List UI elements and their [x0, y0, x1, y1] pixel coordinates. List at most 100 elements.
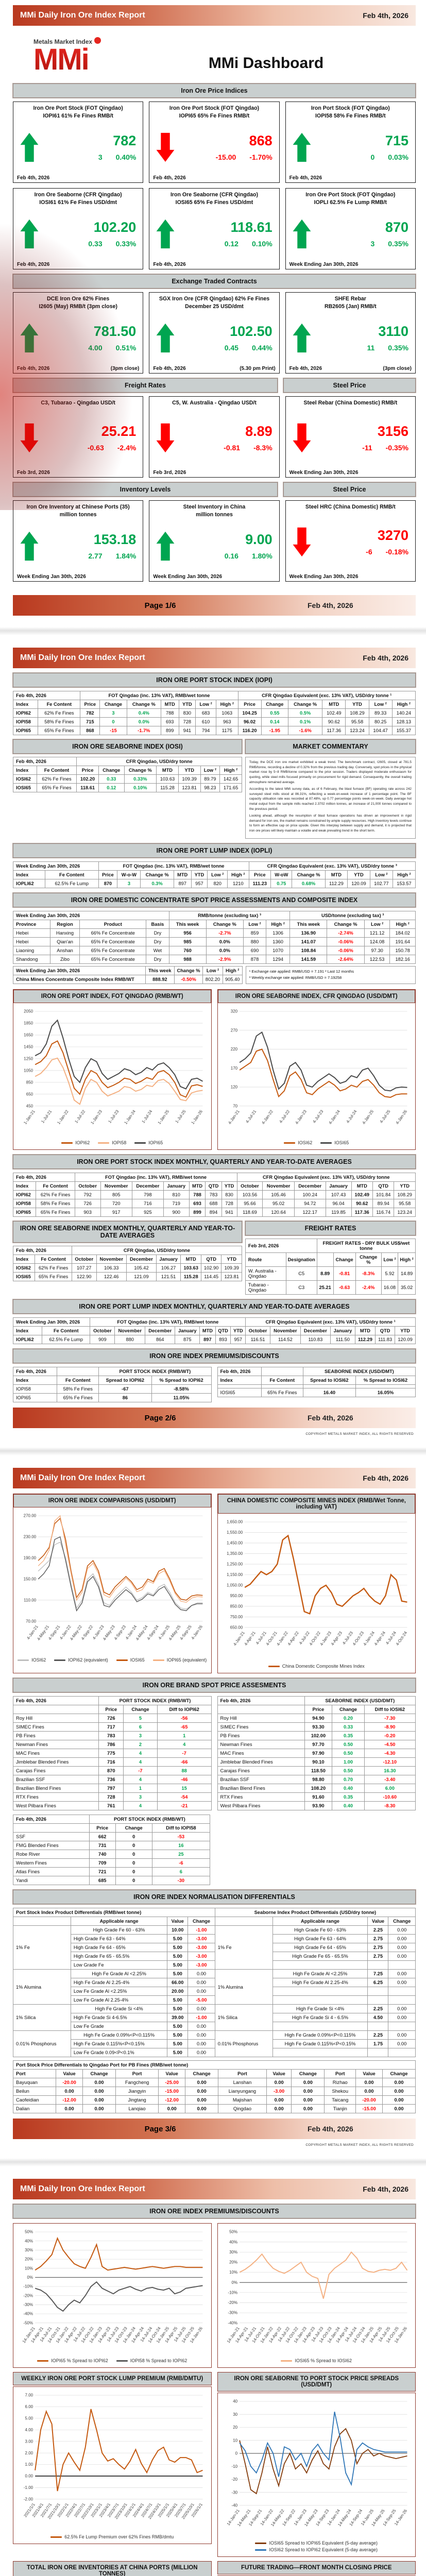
- table-cell: 988: [168, 954, 207, 964]
- page-footer-bar: Page 3/6 Feb 4th, 2026: [13, 2119, 416, 2140]
- table-cell: 0.40: [332, 1784, 365, 1793]
- table-cell: Jimblebar Blended Fines: [12, 1757, 99, 1767]
- table-cell: High Grade Fe 64 - 65%: [70, 1943, 168, 1953]
- kpi-value: 3270: [377, 528, 408, 544]
- table-cell: [261, 1384, 303, 1389]
- table-header-cell: [12, 1705, 99, 1715]
- page-header-bar: MMi Daily Iron Ore Index Report Feb 4th,…: [13, 648, 416, 669]
- table-header-cell: Feb 4th, 2026: [13, 1173, 75, 1182]
- svg-text:30%: 30%: [25, 2248, 33, 2252]
- table-header-cell: Change: [388, 1917, 416, 1926]
- table-header-cell: Change: [261, 700, 289, 709]
- pb-differentials-host: Port Stock Price Differentials to Qingda…: [12, 2060, 416, 2114]
- kpi-change: 3 0.40%: [41, 152, 137, 161]
- table-cell: 0.00: [188, 2039, 215, 2049]
- table-cell: Majishan: [218, 2095, 267, 2105]
- table-cell: 0: [115, 1876, 152, 1886]
- kpi-row-3: DCE Iron Ore 62% Fines I2605 (May) RMB/t …: [13, 292, 416, 374]
- kpi-change-abs: -6: [366, 548, 372, 556]
- svg-text:4-Apr-23: 4-Apr-23: [330, 1631, 343, 1647]
- table-header-cell: PORT STOCK INDEX (RMB/WT): [98, 1696, 212, 1706]
- table-cell: 66.00: [167, 1978, 189, 1988]
- table-header-cell: October: [90, 1326, 115, 1336]
- svg-text:20%: 20%: [229, 2260, 237, 2265]
- commentary-paragraph: Today, the DCE iron ore market exhibited…: [249, 760, 412, 784]
- chart-title: IRON ORE SEABORNE INDEX, CFR QINGDAO (US…: [217, 990, 415, 1004]
- kpi-date: Feb 4th, 2026: [289, 366, 322, 372]
- table-cell: 878: [243, 954, 266, 964]
- table-header-cell: Port: [115, 2069, 159, 2079]
- table-cell: 102.20: [76, 774, 99, 784]
- table-cell: 90.62: [322, 717, 346, 727]
- table-header-cell: SEABORNE INDEX (USD/DMT): [302, 1367, 416, 1377]
- table-cell: High Fe Grade Si <4%: [70, 2004, 168, 2014]
- kpi-change-abs: -0.81: [224, 444, 241, 452]
- table-header-cell: YTD: [345, 700, 369, 709]
- chart-legend: IOSI65 % Spread to IOSI62: [221, 2356, 413, 2366]
- table-row: 0.01% Phosphorus High Fe Grade 0.09%<P<0.…: [13, 2030, 416, 2058]
- report-title: MMi Daily Iron Ore Index Report: [20, 2184, 145, 2194]
- table-row: Newman Fines 97.70 0.50 -4.50: [217, 1740, 416, 1750]
- iopi-averages-host: Feb 4th, 2026 FOT Qingdao (inc. 13% VAT),…: [12, 1173, 416, 1217]
- table-row: SSF 662 0 -53: [13, 1832, 211, 1842]
- table-header-cell: Index: [12, 700, 39, 709]
- table-header-cell: Value: [56, 2069, 83, 2079]
- table-head-row: Price Change Diff to IOPI58: [13, 1823, 211, 1833]
- section-freight-rates: FREIGHT RATES: [244, 1221, 416, 1236]
- table-cell: [367, 1995, 389, 2005]
- svg-text:650: 650: [26, 1092, 33, 1097]
- table-cell: IOPI65: [12, 1393, 58, 1403]
- table-header-cell: FOT Qingdao (inc. 13% VAT), RMB/wet tonn…: [90, 1317, 246, 1327]
- kpi-card: Iron Ore Seaborne (CFR Qingdao) IOSI61 61…: [13, 188, 144, 270]
- table-head-row: Index Fe Content Price Change Change % MTD YTD…: [13, 766, 242, 775]
- table-header-cell: Fe Content: [36, 766, 77, 775]
- table-cell: 1306: [265, 928, 291, 938]
- chart-seaborne-port-spreads: -40-30-20-1001020304014-Jan-2114-May-211…: [226, 2399, 408, 2528]
- table-cell: -7.30: [364, 1714, 416, 1723]
- svg-text:1,250.00: 1,250.00: [226, 1562, 243, 1567]
- table-cell: 184.02: [389, 928, 416, 938]
- table-header-cell: Price: [76, 766, 99, 775]
- chart-legend: China Domestic Composite Mines Index: [221, 1662, 413, 1672]
- kpi-date: Feb 3rd, 2026: [17, 470, 50, 476]
- table-cell: 894: [205, 1208, 222, 1217]
- kpi-title: Iron Ore Port Stock (FOT Qingdao): [305, 192, 396, 198]
- table-cell: 0.00: [388, 2013, 416, 2023]
- table-header-cell: Change: [99, 700, 127, 709]
- kpi-note: (5.30 pm Print): [240, 366, 276, 372]
- legend-item: IOSI62: [18, 1657, 46, 1663]
- table-cell: 108.29: [345, 708, 369, 718]
- iosi-history-chart: 70 120 170 220 270 320 4-Jan-21 4-Jul-21 4-Jan-2…: [218, 1003, 416, 1149]
- kpi-subtitle: million tonnes: [59, 512, 97, 518]
- table-cell: 2.25: [367, 2030, 389, 2040]
- table-cell: 888.92: [145, 974, 175, 984]
- svg-text:650.00: 650.00: [230, 1625, 243, 1630]
- table-header-cell: Index: [12, 1326, 43, 1336]
- table-cell: C3: [285, 1280, 317, 1295]
- table-cell: 880: [243, 937, 266, 946]
- kpi-change: 2.77 1.84%: [41, 552, 136, 560]
- table-header-cell: Feb 4th, 2026: [13, 1815, 90, 1824]
- table-cell: 16: [151, 1841, 211, 1851]
- table-cell: Caofeidian: [12, 2095, 57, 2105]
- iopli-table-host: Week Ending Jan 30th, 2026 FOT Qingdao (i…: [12, 861, 416, 888]
- table-cell: 65% Fe Fines: [261, 1388, 303, 1398]
- table-cell: 16.08: [381, 1280, 399, 1295]
- table-cell: 97.30: [364, 945, 390, 955]
- table-cell: 62.5% Fe Lump: [42, 1335, 91, 1345]
- table-head-row: Price Change Diff to IOPI62: [12, 1705, 212, 1715]
- up-arrow-icon: [20, 132, 39, 162]
- table-head-row: Feb 4th, 2026 CFR Qingdao, USD/dry tonne: [13, 1246, 242, 1256]
- table-cell: Dalian: [12, 2104, 57, 2114]
- section-freight-rates: Freight Rates: [12, 378, 278, 394]
- table-cell: 109.39: [178, 774, 201, 784]
- table-header-cell: W-o-W: [117, 870, 141, 879]
- kpi-subtitle: IOPI61 61% Fe Fines RMB/t: [43, 113, 113, 120]
- market-commentary: Today, the DCE iron ore market exhibited…: [245, 757, 416, 839]
- table-cell: [272, 2022, 368, 2031]
- table-cell: 0.00: [82, 2078, 116, 2088]
- table-cell: 715: [80, 717, 100, 727]
- kpi-change-abs: 3: [98, 152, 103, 161]
- table-cell: 58% Fe Fines: [36, 1199, 75, 1209]
- kpi-title: Iron Ore Port Stock (FOT Qingdao): [169, 105, 260, 112]
